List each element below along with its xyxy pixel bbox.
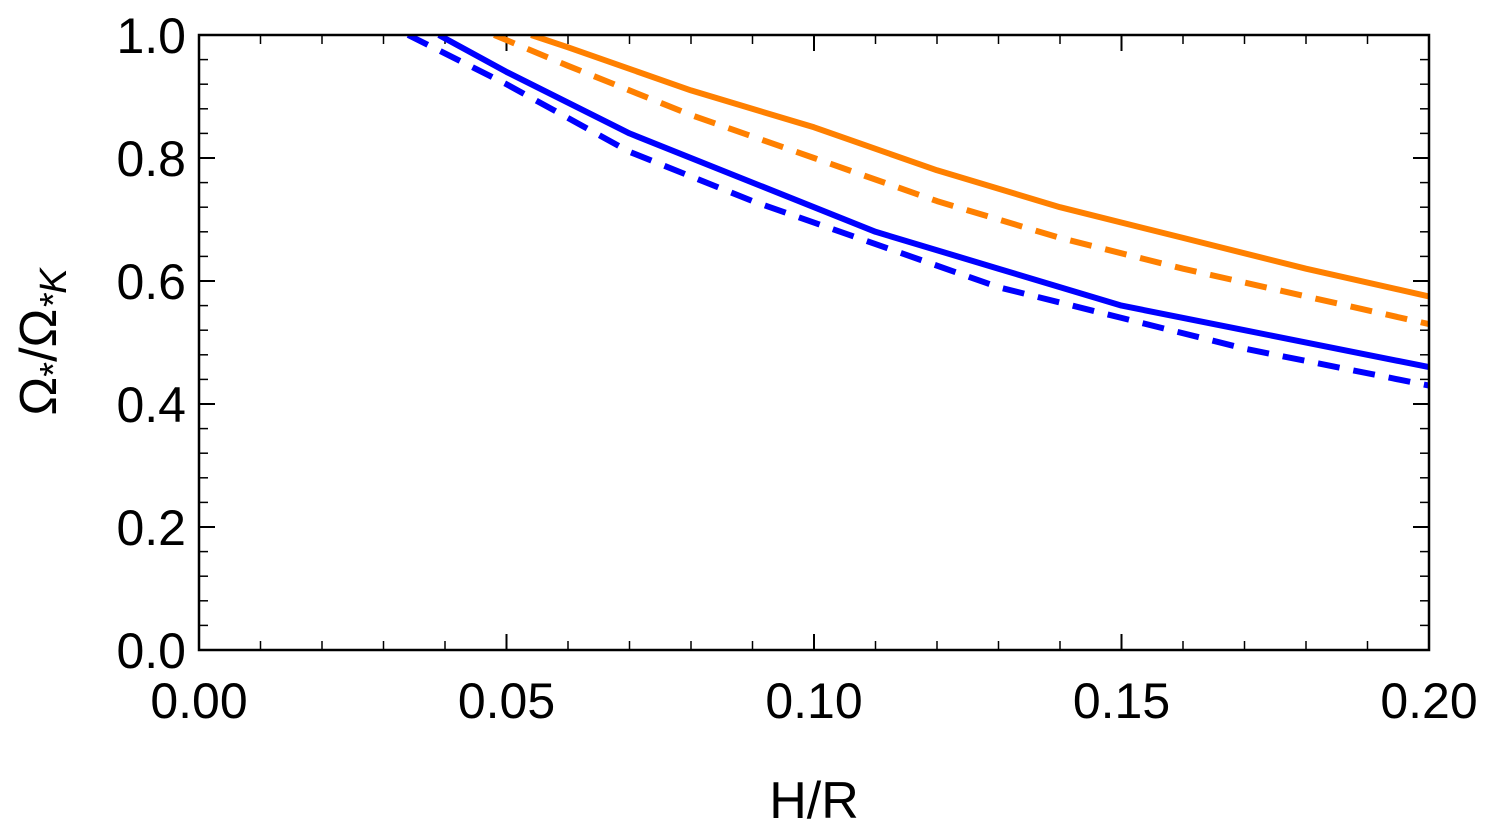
y-axis-label: Ω*/Ω*K [10, 267, 75, 416]
x-tick-label: 0.00 [150, 673, 247, 729]
y-tick-label: 0.8 [116, 131, 186, 187]
y-tick-label: 0.2 [116, 500, 186, 556]
plot-frame [197, 33, 1431, 652]
x-tick-label: 0.20 [1380, 673, 1477, 729]
y-tick-label: 1.0 [116, 8, 186, 64]
x-tick-label: 0.15 [1073, 673, 1170, 729]
minor-ticks [199, 35, 1429, 650]
series-line-4 [406, 35, 1429, 389]
svg-text:Ω*/Ω*K: Ω*/Ω*K [10, 267, 75, 416]
y-axis-label-slash-omega: /Ω [10, 309, 68, 362]
x-tick-label: 0.10 [765, 673, 862, 729]
y-axis-label-star-sub: * [33, 362, 75, 377]
series-line-3 [437, 35, 1429, 371]
x-axis-label: H/R [769, 772, 859, 830]
series-line-1 [530, 35, 1429, 300]
y-tick-label: 0.0 [116, 623, 186, 679]
y-axis-label-starK-sub: *K [33, 267, 75, 309]
series-layer [406, 35, 1429, 389]
y-axis-label-omega: Ω [10, 377, 68, 416]
y-tick-label: 0.6 [116, 254, 186, 310]
y-tick-label: 0.4 [116, 377, 186, 433]
tick-labels: 0.00 0.05 0.10 0.15 0.20 0.0 0.2 0.4 0.6 0.8 1.0 [116, 8, 1477, 729]
x-tick-label: 0.05 [458, 673, 555, 729]
series-line-2 [493, 35, 1429, 328]
